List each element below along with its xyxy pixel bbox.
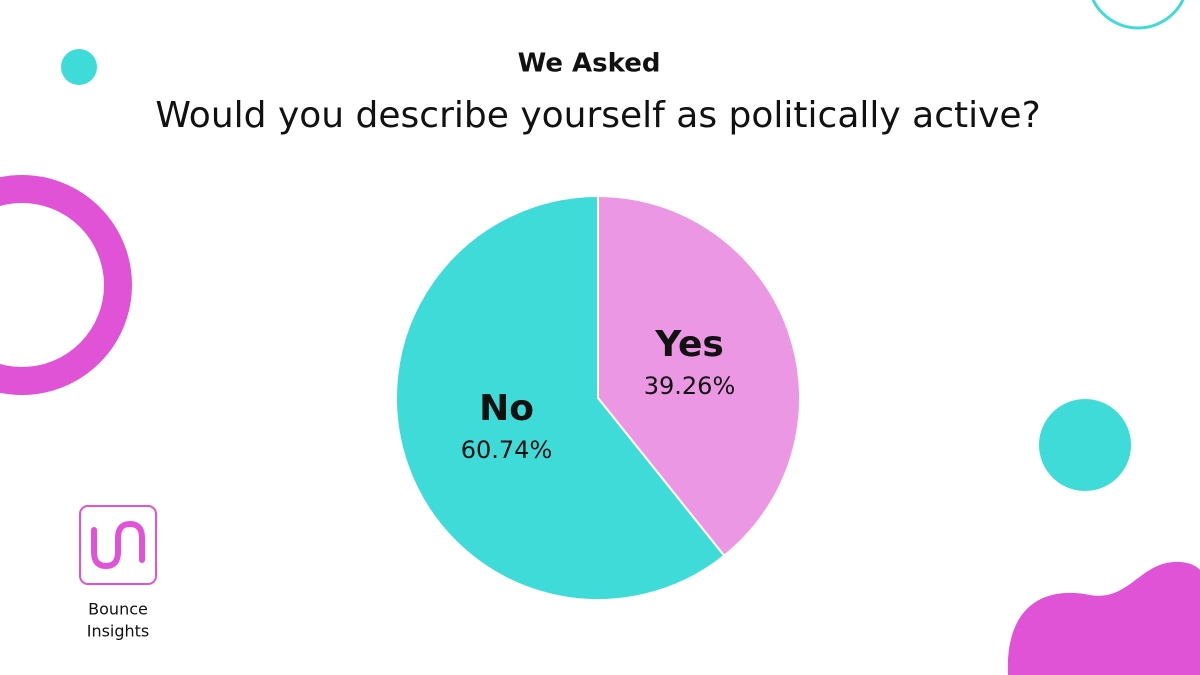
chart-subtitle: Would you describe yourself as political… <box>155 95 1040 136</box>
pie-slice <box>597 194 801 558</box>
decor-dot <box>1039 399 1131 491</box>
slice-label: Yes <box>654 324 724 365</box>
brand-text: Insights <box>87 622 150 641</box>
value-label: 39.26% <box>644 372 736 400</box>
decor-blob <box>1007 561 1200 675</box>
decor-dot <box>61 49 97 85</box>
decor-ring <box>0 175 132 395</box>
pie-slice <box>395 194 726 601</box>
logo-mark <box>91 520 145 570</box>
decor-ring <box>1091 0 1185 30</box>
value-label: 60.74% <box>461 436 553 464</box>
slice-label: No <box>479 388 534 429</box>
chart-title: We Asked <box>518 49 661 79</box>
brand-text: Bounce <box>88 600 148 619</box>
